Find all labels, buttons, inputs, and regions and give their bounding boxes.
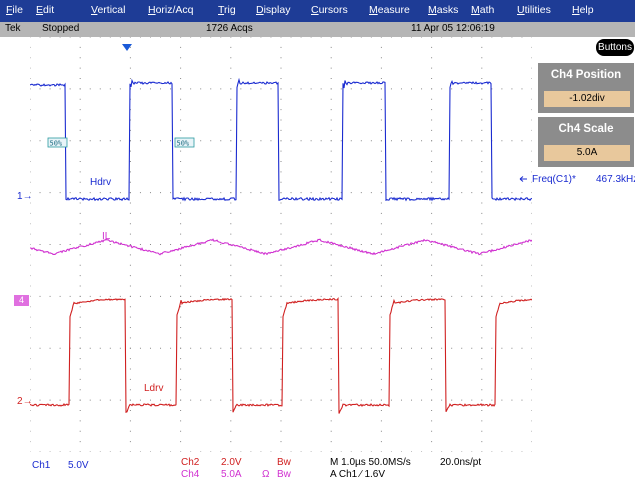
resolution-readout: 20.0ns/pt — [440, 457, 482, 468]
acq-state: Stopped — [42, 23, 80, 34]
ch4-position-title: Ch4 Position — [550, 69, 622, 81]
ch2-bw-badge: Bw — [277, 457, 291, 468]
buttons-toggle[interactable]: Buttons — [596, 39, 634, 56]
freq-arrow-icon — [519, 176, 527, 182]
channel-readout-bar: Ch1 5.0V Ch2 2.0V Bw Ch4 5.0A Ω Bw M 1.0… — [0, 452, 635, 482]
il-waveform — [30, 238, 532, 256]
ohm-icon: Ω — [262, 469, 270, 480]
ch2-name[interactable]: Ch2 — [181, 457, 200, 468]
ch4-scale-control[interactable]: Ch4 Scale 5.0A — [538, 117, 634, 167]
svg-text:50%: 50% — [177, 140, 190, 148]
pct-marker-1: 50% — [47, 137, 68, 148]
ch2-scale[interactable]: 2.0V — [221, 457, 242, 468]
ch4-position-value[interactable]: -1.02div — [544, 91, 630, 107]
menu-cursors[interactable]: Cursors — [311, 4, 348, 16]
ch4-name[interactable]: Ch4 — [181, 469, 200, 480]
freq-measure-value: 467.3kHz — [596, 174, 635, 185]
ch2-ref-marker[interactable]: 2→ — [17, 396, 33, 407]
il-label: IL — [102, 231, 111, 242]
hdrv-waveform — [30, 77, 532, 202]
ch4-bw-badge: Bw — [277, 469, 291, 480]
graticule — [30, 37, 532, 452]
control-panel: Buttons Ch4 Position -1.02div Ch4 Scale … — [532, 37, 635, 482]
ch1-name[interactable]: Ch1 — [32, 460, 51, 471]
hdrv-label: Hdrv — [90, 177, 111, 188]
ch4-scale[interactable]: 5.0A — [221, 469, 242, 480]
waveform-display[interactable]: 50% 50% Hdrv IL Ldrv — [30, 37, 532, 452]
brand-label: Tek — [5, 23, 21, 34]
trigger-position-marker[interactable] — [122, 44, 132, 51]
menu-measure[interactable]: Measure — [369, 4, 410, 16]
menu-horiz-acq[interactable]: Horiz/Acq — [148, 4, 194, 16]
menu-bar: File Edit Vertical Horiz/Acq Trig Displa… — [0, 0, 635, 22]
menu-trig[interactable]: Trig — [218, 4, 236, 16]
timebase-readout[interactable]: M 1.0µs 50.0MS/s — [330, 457, 411, 468]
menu-help[interactable]: Help — [572, 4, 594, 16]
menu-display[interactable]: Display — [256, 4, 291, 16]
menu-file[interactable]: File — [6, 4, 23, 16]
svg-text:50%: 50% — [50, 140, 63, 148]
ldrv-label: Ldrv — [144, 383, 163, 394]
pct-marker-2: 50% — [174, 137, 195, 148]
ch4-scale-value[interactable]: 5.0A — [544, 145, 630, 161]
ldrv-waveform — [30, 297, 532, 414]
status-bar: Tek Stopped 1726 Acqs 11 Apr 05 12:06:19 — [0, 22, 635, 37]
menu-edit[interactable]: Edit — [36, 4, 55, 16]
status-datetime: 11 Apr 05 12:06:19 — [411, 23, 495, 34]
freq-measure-label: Freq(C1)* — [532, 174, 576, 185]
menu-masks[interactable]: Masks — [428, 4, 459, 16]
ch4-ref-marker[interactable]: 4 — [14, 295, 29, 306]
menu-utilities[interactable]: Utilities — [517, 4, 551, 16]
ch4-scale-title: Ch4 Scale — [558, 123, 614, 135]
menu-vertical[interactable]: Vertical — [91, 4, 126, 16]
ch1-ref-marker[interactable]: 1→ — [17, 191, 33, 202]
trigger-readout[interactable]: A Ch1 ∕ 1.6V — [330, 469, 386, 480]
menu-math[interactable]: Math — [471, 4, 495, 16]
acq-count: 1726 Acqs — [206, 23, 253, 34]
ch1-scale[interactable]: 5.0V — [68, 460, 89, 471]
ch4-position-control[interactable]: Ch4 Position -1.02div — [538, 63, 634, 113]
